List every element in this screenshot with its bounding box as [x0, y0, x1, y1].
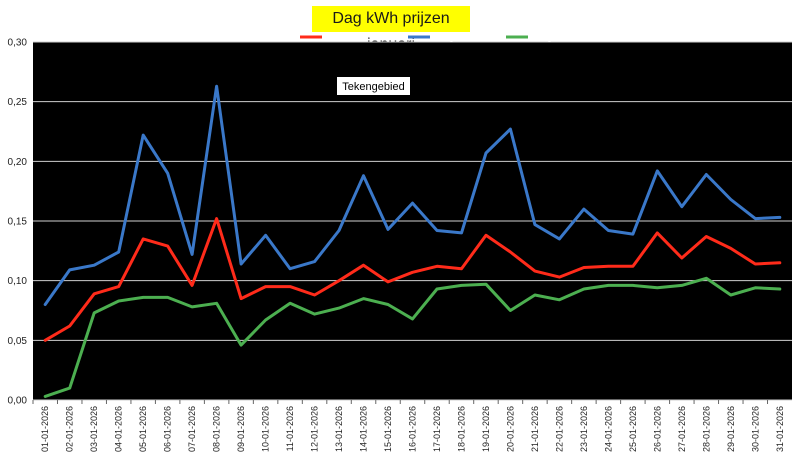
plot-area-label-box	[337, 77, 410, 95]
x-tick-label: 15-01-2026	[383, 406, 393, 452]
x-tick-label: 19-01-2026	[481, 406, 491, 452]
x-tick-label: 30-01-2026	[750, 406, 760, 452]
x-tick-label: 16-01-2026	[408, 406, 418, 452]
y-axis-ticks: 0,00 0,05 0,10 0,15 0,20 0,25 0,30	[8, 38, 28, 407]
legend-label: Laagste	[530, 32, 566, 43]
x-tick-label: 24-01-2026	[603, 406, 613, 452]
x-tick-label: 22-01-2026	[554, 406, 564, 452]
y-tick-label: 0,05	[8, 336, 28, 347]
series-lines	[43, 84, 782, 398]
x-tick-label: 04-01-2026	[114, 406, 124, 452]
legend: Gemiddeld hoogste Laagste	[300, 32, 566, 43]
x-tick-label: 18-01-2026	[456, 406, 466, 452]
x-tick-label: 06-01-2026	[163, 406, 173, 452]
x-tick-label: 12-01-2026	[310, 406, 320, 452]
x-tick-label: 11-01-2026	[285, 406, 295, 451]
legend-label: Gemiddeld	[324, 32, 372, 43]
x-tick-label: 21-01-2026	[530, 406, 540, 452]
series-line-laagste	[43, 276, 782, 398]
series-line-gemiddeld	[43, 217, 782, 342]
x-tick-label: 26-01-2026	[652, 406, 662, 452]
plot-area-label-group: Tekengebied	[337, 77, 410, 95]
x-tick-label: 09-01-2026	[236, 406, 246, 452]
series-line-hoogste	[43, 84, 782, 306]
x-tick-label: 03-01-2026	[89, 406, 99, 452]
x-tick-label: 02-01-2026	[65, 406, 75, 452]
x-tick-label: 29-01-2026	[726, 406, 736, 452]
plot-area-label: Tekengebied	[342, 81, 404, 93]
x-tick-label: 20-01-2026	[505, 406, 515, 452]
y-tick-label: 0,10	[8, 276, 28, 287]
x-tick-label: 08-01-2026	[212, 406, 222, 452]
x-tick-label: 27-01-2026	[677, 406, 687, 452]
x-tick-label: 25-01-2026	[628, 406, 638, 452]
x-axis-ticks: 01-01-2026 02-01-2026 03-01-2026 04-01-2026…	[32, 400, 785, 452]
x-tick-label: 01-01-2026	[40, 406, 50, 452]
y-tick-label: 0,20	[8, 157, 28, 168]
x-tick-label: 13-01-2026	[334, 406, 344, 452]
legend-label: hoogste	[432, 32, 468, 43]
x-tick-label: 07-01-2026	[187, 406, 197, 452]
chart-title: Dag kWh prijzen januari	[312, 6, 470, 53]
x-tick-label: 10-01-2026	[261, 406, 271, 452]
y-tick-label: 0,15	[8, 217, 28, 228]
y-tick-label: 0,30	[8, 38, 28, 49]
x-tick-label: 17-01-2026	[432, 406, 442, 452]
y-tick-label: 0,00	[8, 396, 28, 407]
x-tick-label: 23-01-2026	[579, 406, 589, 452]
x-tick-label: 28-01-2026	[701, 406, 711, 452]
x-tick-label: 14-01-2026	[359, 406, 369, 452]
x-tick-label: 31-01-2026	[775, 406, 785, 452]
y-tick-label: 0,25	[8, 97, 28, 108]
x-tick-label: 05-01-2026	[138, 406, 148, 452]
